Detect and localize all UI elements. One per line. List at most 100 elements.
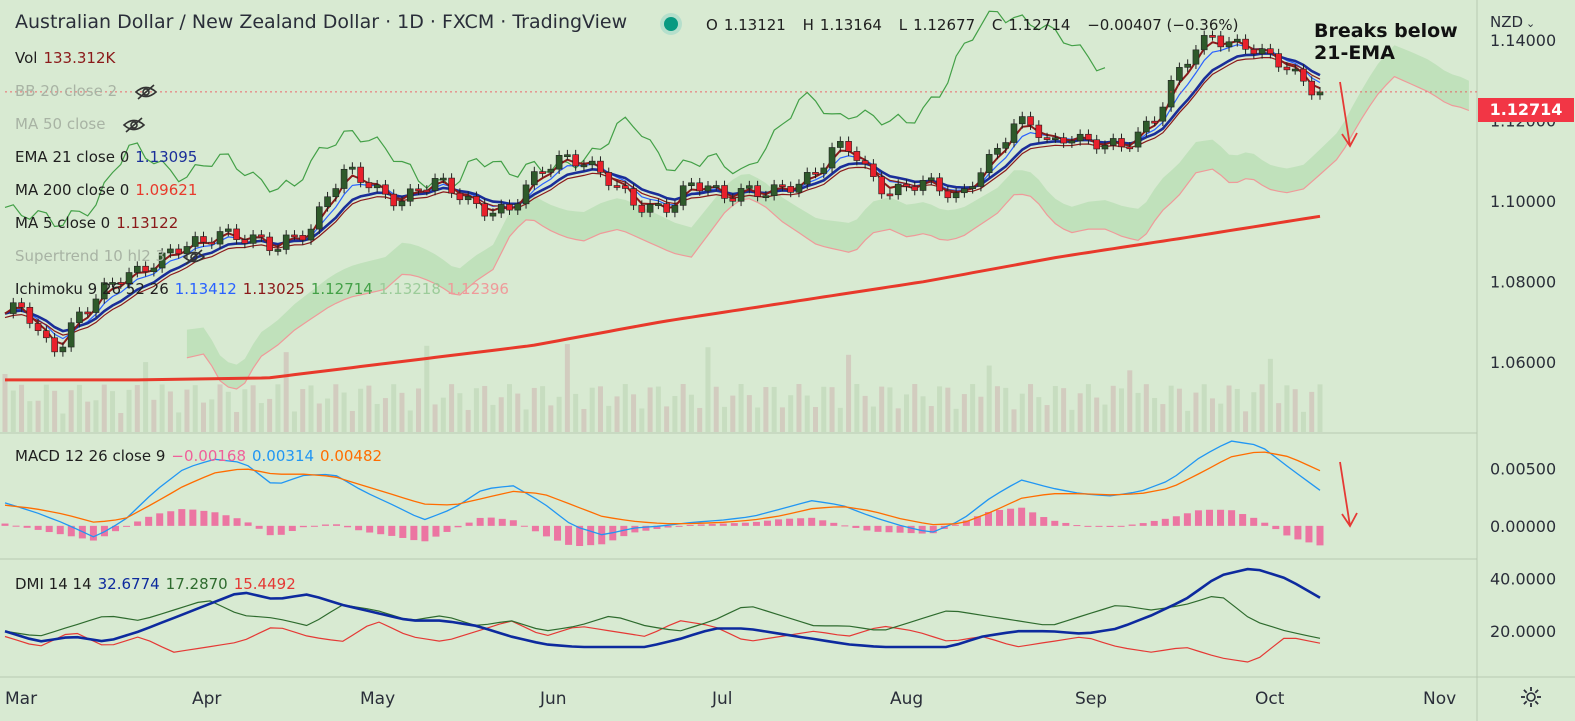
candle-body (167, 248, 174, 254)
dmi-tick-label: 40.0000 (1490, 569, 1556, 588)
volume-bar (258, 403, 264, 432)
candle-body (125, 272, 133, 285)
time-tick-label: Jul (711, 689, 733, 709)
candle-body (580, 164, 588, 168)
macd-histogram-bar (233, 518, 241, 526)
ma200-label: MA 200 close 0 (15, 181, 130, 199)
candle-body (572, 154, 579, 167)
candle-body (1143, 120, 1150, 133)
macd-histogram-bar (476, 517, 484, 526)
macd-histogram-bar (1183, 513, 1191, 526)
macd-histogram-bar (631, 525, 639, 533)
macd-histogram-bar (741, 522, 749, 526)
macd-histogram-bar (377, 525, 385, 535)
candle-body (1250, 48, 1258, 55)
candle-body (76, 311, 83, 324)
volume-bar (143, 362, 149, 432)
volume-bar (349, 410, 355, 432)
volume-bar (1218, 403, 1224, 432)
ema21-line (4, 52, 1321, 333)
macd-histogram-bar (874, 525, 882, 532)
candle-body (621, 185, 629, 189)
currency-label: NZD (1490, 13, 1524, 31)
candle-body (59, 346, 67, 353)
candle-body (1018, 116, 1026, 125)
volume-bar (1292, 389, 1298, 432)
legend-bb[interactable]: BB 20 close 2 (15, 82, 158, 101)
macd-histogram-bar (421, 525, 429, 542)
volume-bar (200, 402, 206, 432)
eye-slash-icon[interactable] (182, 248, 206, 266)
macd-histogram-bar (112, 525, 120, 532)
chart-header: Australian Dollar / New Zealand Dollar ·… (15, 11, 627, 33)
macd-histogram-bar (1095, 525, 1103, 527)
macd-histogram-bar (432, 525, 440, 537)
candle-body (1209, 35, 1216, 38)
volume-bar (399, 392, 405, 432)
candle-body (646, 204, 654, 213)
candle-body (1035, 124, 1043, 138)
arrow-down-icon (1341, 512, 1358, 528)
macd-histogram-bar (752, 521, 760, 526)
macd-histogram-bar (542, 525, 550, 537)
volume-bar (19, 384, 25, 432)
arrow-down-icon (1341, 132, 1358, 148)
legend-ma5[interactable]: MA 5 close 0 1.13122 (15, 214, 184, 232)
macd-histogram-bar (509, 520, 517, 526)
gear-icon[interactable] (1520, 686, 1542, 708)
macd-histogram-bar (1305, 525, 1313, 543)
candle-body (1159, 106, 1167, 122)
symbol-title[interactable]: Australian Dollar / New Zealand Dollar ·… (15, 11, 628, 33)
legend-supertrend[interactable]: Supertrend 10 hl2 3 (15, 247, 206, 266)
macd-histogram-bar (167, 511, 175, 526)
candle-body (969, 186, 976, 190)
volume-bar (862, 395, 868, 432)
volume-bar (341, 392, 347, 432)
di-plus-value: 17.2870 (165, 575, 228, 593)
legend-macd[interactable]: MACD 12 26 close 9 −0.00168 0.00314 0.00482 (15, 447, 388, 465)
volume-bar (43, 384, 49, 432)
ma200-line (5, 214, 1321, 382)
candle-body (663, 203, 670, 213)
eye-slash-icon[interactable] (122, 116, 146, 134)
macd-label: MACD 12 26 close 9 (15, 447, 166, 465)
candle-body (911, 186, 919, 191)
legend-ichimoku[interactable]: Ichimoku 9 26 52 26 1.13412 1.13025 1.12714… (15, 280, 515, 298)
currency-selector[interactable]: NZD ⌄ (1490, 13, 1535, 31)
bb-label: BB 20 close 2 (15, 82, 118, 100)
candle-body (539, 171, 546, 174)
legend-ma50[interactable]: MA 50 close (15, 115, 146, 134)
volume-bar (1300, 411, 1306, 432)
volume-bar (664, 406, 670, 432)
annotation-text[interactable]: Breaks below 21-EMA (1314, 20, 1458, 64)
volume-bar (85, 401, 91, 432)
macd-histogram-bar (808, 517, 816, 526)
legend-ema21[interactable]: EMA 21 close 0 1.13095 (15, 148, 203, 166)
macd-histogram-bar (1161, 518, 1169, 526)
volume-bar (573, 393, 579, 432)
volume-bar (27, 401, 33, 432)
candle-body (26, 306, 34, 324)
legend-ma200[interactable]: MA 200 close 0 1.09621 (15, 181, 203, 199)
candle-body (473, 196, 480, 204)
legend-vol[interactable]: Vol 133.312K (15, 49, 121, 67)
macd-histogram-bar (156, 513, 164, 526)
eye-slash-icon[interactable] (134, 83, 158, 101)
volume-bar (647, 387, 653, 432)
legend-dmi[interactable]: DMI 14 14 32.6774 17.2870 15.4492 (15, 575, 302, 593)
macd-histogram-bar (642, 525, 650, 531)
candle-body (886, 193, 894, 197)
macd-histogram-bar (399, 525, 407, 538)
volume-bar (597, 386, 603, 432)
macd-histogram-bar (145, 516, 153, 526)
macd-histogram-bar (730, 523, 738, 526)
macd-histogram-bar (885, 525, 893, 533)
candle-body (51, 337, 58, 353)
candle-body (175, 248, 182, 255)
volume-bar (440, 397, 446, 432)
di-plus-line (4, 595, 1321, 639)
macd-histogram-bar (1150, 520, 1158, 526)
volume-bar (110, 391, 116, 432)
volume-bar (1069, 409, 1075, 432)
